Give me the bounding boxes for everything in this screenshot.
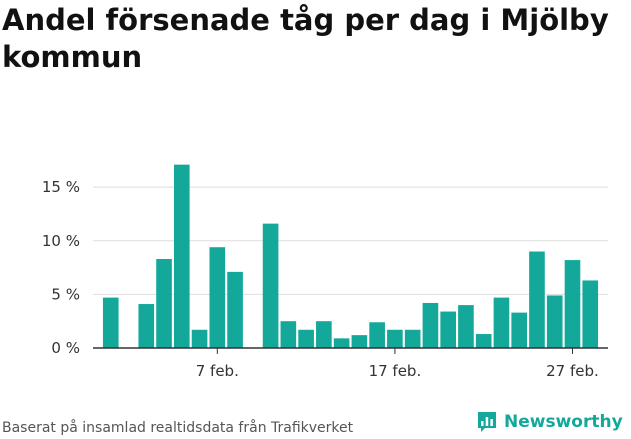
y-tick-label: 10 % <box>42 232 80 250</box>
y-tick-label: 0 % <box>51 339 80 357</box>
bar-day-28 <box>582 280 599 348</box>
bar-day-27 <box>564 260 581 348</box>
source-note: Baserat på insamlad realtidsdata från Tr… <box>2 420 354 436</box>
bar-day-4 <box>156 259 172 348</box>
delayed-trains-bar-chart: 0 % 5 % 10 % 15 % 7 feb. 17 feb. 27 feb. <box>42 164 608 380</box>
y-tick-label: 5 % <box>51 285 80 303</box>
bar-day-18 <box>404 329 421 348</box>
bar-day-26 <box>546 295 563 348</box>
bar-day-20 <box>440 311 456 348</box>
bar-day-19 <box>422 302 439 348</box>
x-tick-label: 27 feb. <box>546 362 599 380</box>
bar-day-23 <box>493 297 510 348</box>
bar-day-14 <box>333 338 350 348</box>
chart-title: Andel försenade tåg per dag i Mjölby kom… <box>2 3 609 74</box>
bar-day-13 <box>316 321 332 348</box>
axis-layer: 0 % 5 % 10 % 15 % 7 feb. 17 feb. 27 feb. <box>42 178 608 380</box>
bar-day-22 <box>475 334 492 348</box>
bar-day-1 <box>102 297 119 348</box>
x-tick-label: 7 feb. <box>196 362 239 380</box>
bar-layer <box>102 164 599 348</box>
bar-day-5 <box>173 164 190 348</box>
bar-day-21 <box>458 305 474 348</box>
bar-day-15 <box>351 335 368 348</box>
x-tick-label: 17 feb. <box>369 362 422 380</box>
bar-day-17 <box>387 329 403 348</box>
bar-day-11 <box>280 321 297 348</box>
bar-day-12 <box>298 329 314 348</box>
y-tick-label: 15 % <box>42 178 80 196</box>
bar-day-3 <box>138 304 155 348</box>
newsworthy-logo-icon <box>478 412 496 432</box>
bar-day-24 <box>511 312 528 348</box>
bar-day-8 <box>227 271 243 348</box>
bar-day-10 <box>262 223 279 348</box>
newsworthy-logo[interactable]: Newsworthy <box>476 408 623 436</box>
bar-day-6 <box>191 329 208 348</box>
brand-name: Newsworthy <box>504 412 623 432</box>
bar-day-16 <box>369 322 385 348</box>
bar-day-25 <box>529 251 545 348</box>
bar-day-7 <box>209 247 226 348</box>
